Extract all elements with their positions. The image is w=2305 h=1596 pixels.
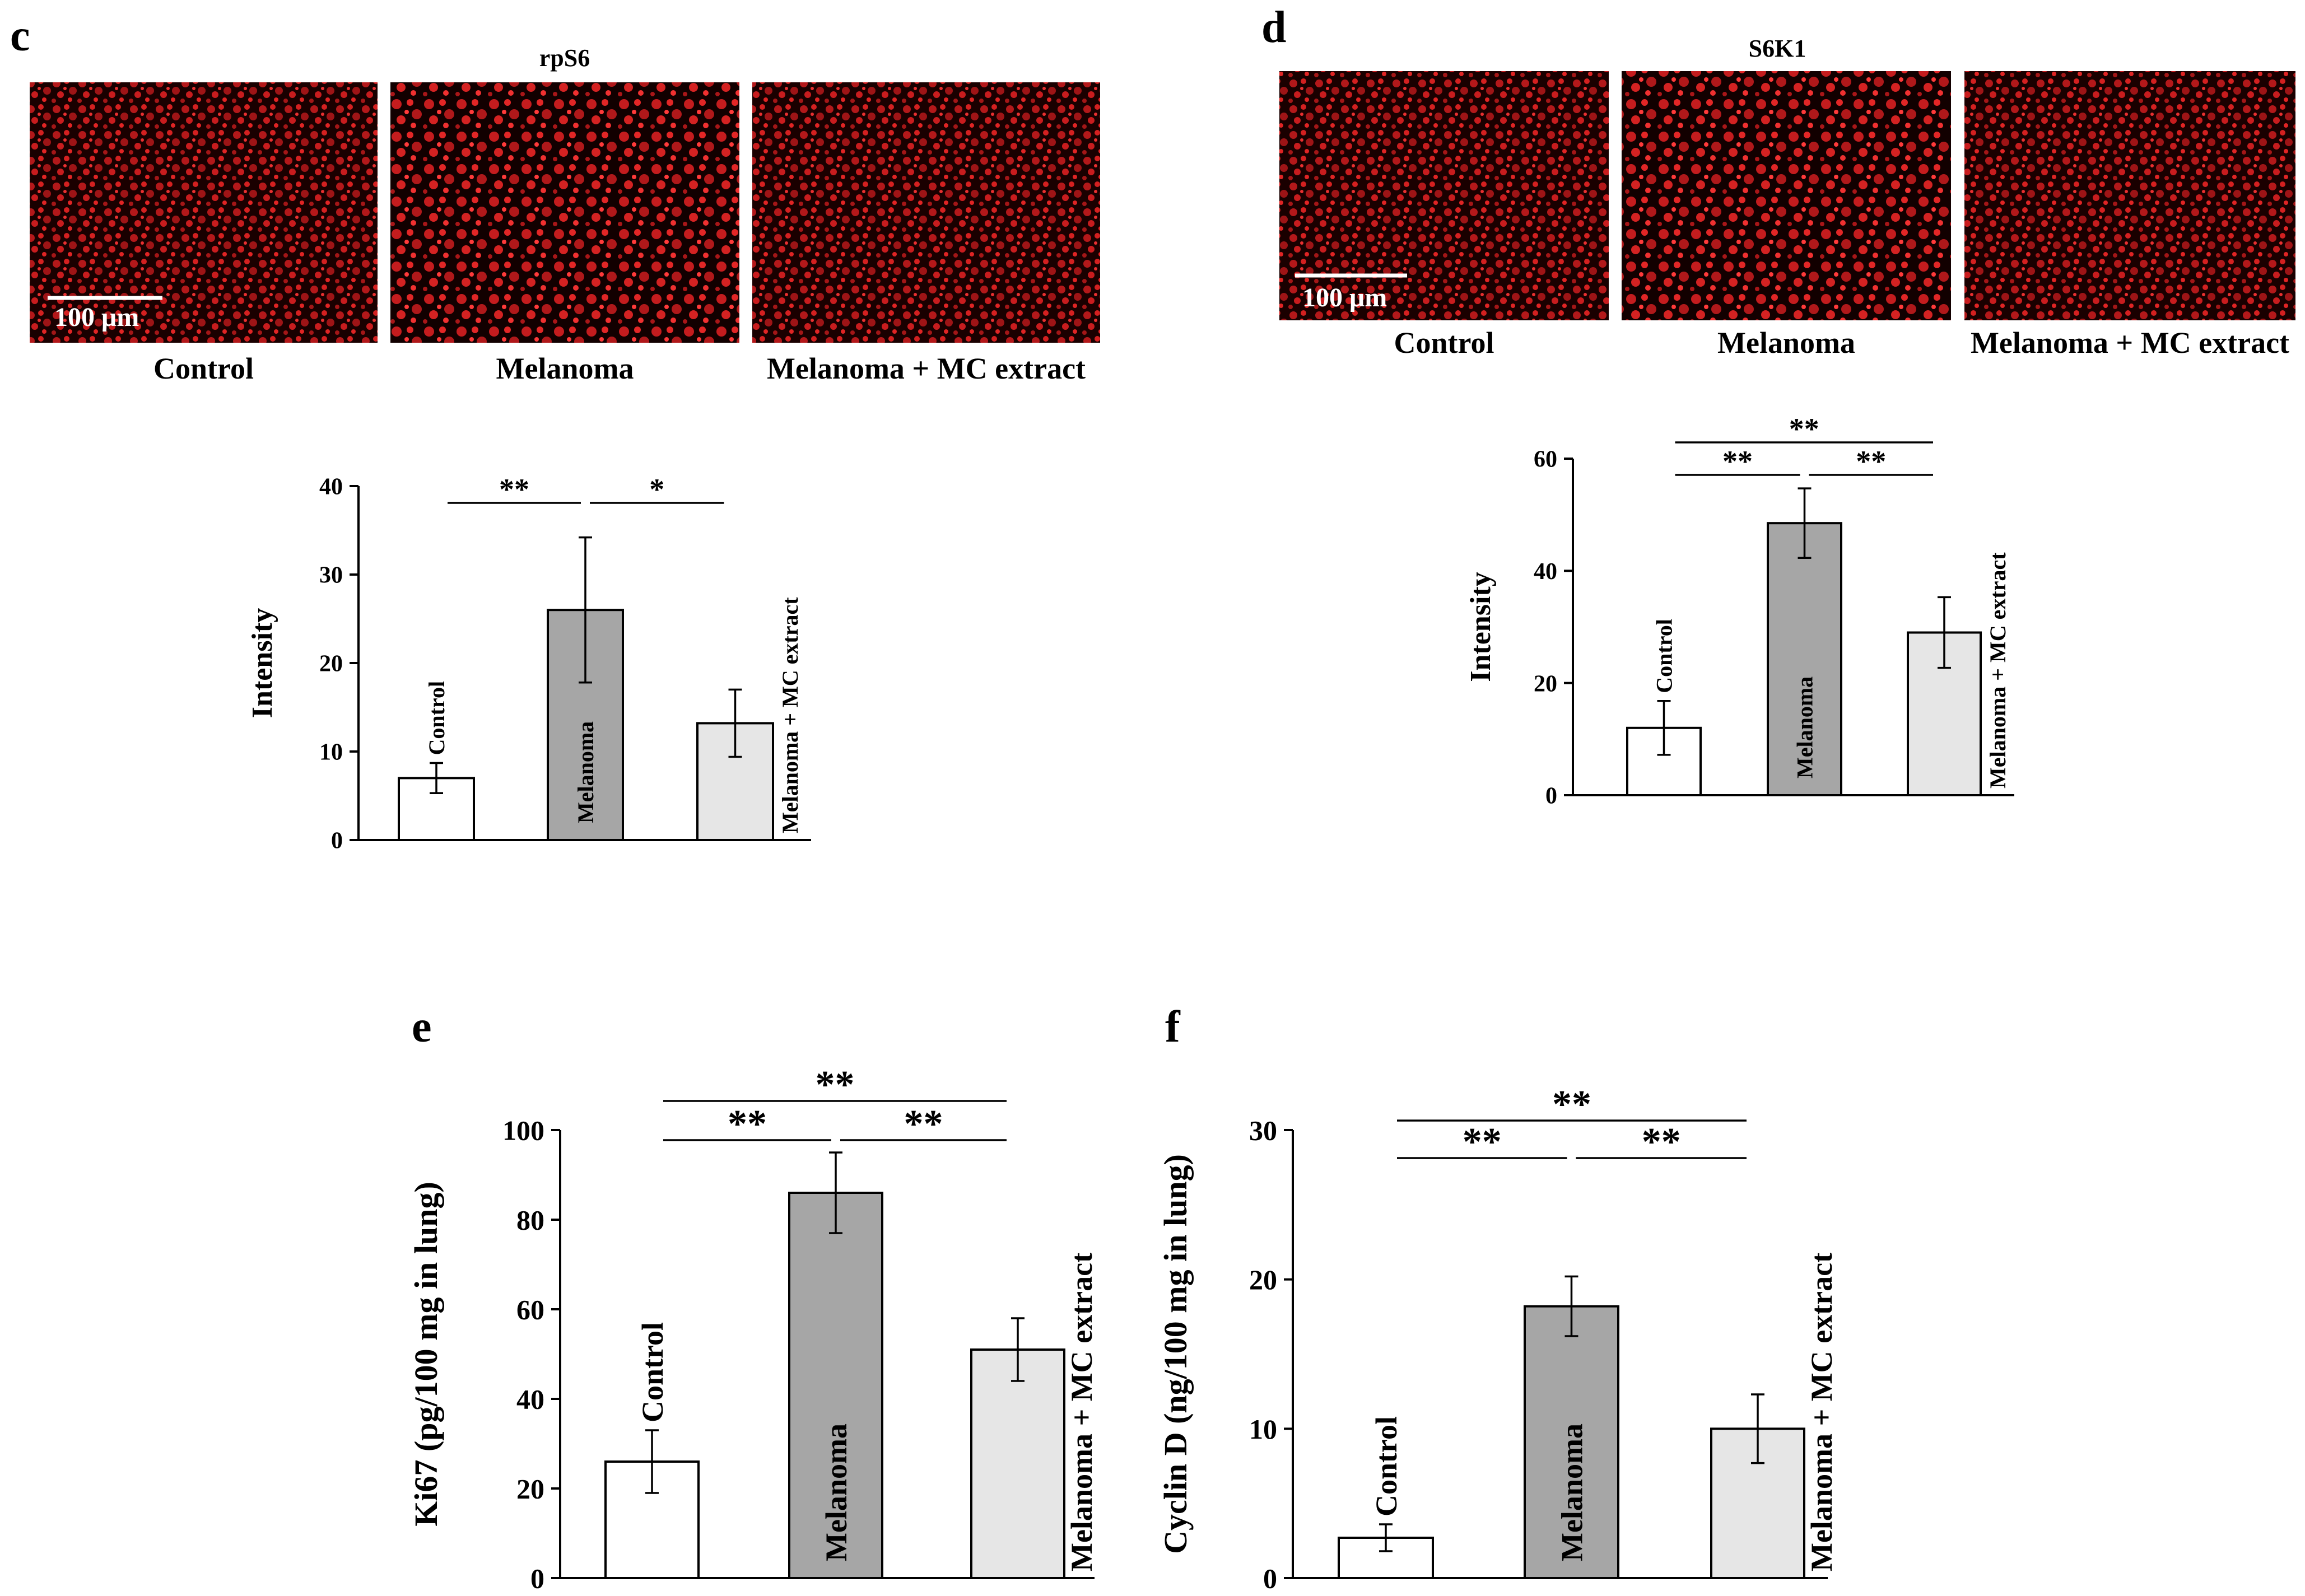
- y-tick-label-f: 20: [1249, 1264, 1277, 1295]
- y-tick-label-c: 20: [319, 651, 343, 677]
- significance-label-c-2: *: [649, 473, 664, 506]
- micrograph-d-2: [1622, 71, 1951, 320]
- y-tick-label-e: 100: [502, 1115, 544, 1146]
- scale-bar-label-c: 100 μm: [54, 302, 139, 332]
- significance-label-c-1: **: [499, 473, 529, 506]
- y-tick-label-c: 30: [319, 563, 343, 589]
- y-axis-label-c: Intensity: [246, 608, 278, 718]
- y-tick-label-f: 30: [1249, 1115, 1277, 1146]
- category-label-f-1: Control: [1370, 1416, 1403, 1516]
- significance-label-f-3: **: [1552, 1083, 1591, 1126]
- y-tick-label-f: 10: [1249, 1413, 1277, 1445]
- significance-label-e-2: **: [904, 1103, 943, 1146]
- panel-c-title: rpS6: [539, 44, 590, 72]
- micrograph-d-caption-1: Control: [1394, 326, 1494, 360]
- category-label-d-2: Melanoma: [1792, 676, 1818, 778]
- micrograph-c-caption-2: Melanoma: [496, 352, 634, 385]
- significance-label-d-2: **: [1856, 445, 1886, 478]
- micrograph-d-1: [1279, 71, 1609, 320]
- panel-c: c rpS6 Control Melanoma Melanoma + MC extrac…: [10, 11, 1100, 854]
- category-label-e-3: Melanoma + MC extract: [1065, 1253, 1098, 1571]
- y-tick-label-e: 60: [516, 1294, 544, 1326]
- category-label-d-3: Melanoma + MC extract: [1985, 552, 2010, 788]
- significance-label-f-1: **: [1463, 1121, 1502, 1164]
- significance-label-d-1: **: [1722, 445, 1753, 478]
- micrograph-c-caption-1: Control: [153, 352, 254, 385]
- bar-f-2: [1524, 1305, 1619, 1580]
- micrograph-c-caption-3: Melanoma + MC extract: [767, 352, 1086, 385]
- y-tick-label-e: 40: [516, 1384, 544, 1415]
- y-axis-label-d: Intensity: [1465, 572, 1497, 682]
- y-tick-label-e: 80: [516, 1205, 544, 1236]
- y-tick-label-c: 40: [319, 474, 343, 500]
- y-axis-label-f: Cyclin D (ng/100 mg in lung): [1157, 1154, 1194, 1554]
- y-tick-label-d: 40: [1534, 559, 1557, 585]
- significance-label-d-3: **: [1789, 412, 1819, 446]
- panel-d-title: S6K1: [1749, 35, 1806, 62]
- y-tick-label-c: 0: [331, 828, 343, 854]
- scale-bar-label-d: 100 μm: [1302, 283, 1387, 312]
- y-tick-label-f: 0: [1263, 1563, 1277, 1594]
- category-label-f-3: Melanoma + MC extract: [1805, 1253, 1838, 1571]
- category-label-c-2: Melanoma: [573, 721, 598, 823]
- category-label-c-1: Control: [424, 681, 449, 755]
- category-label-e-2: Melanoma: [819, 1424, 853, 1561]
- panel-e-letter: e: [412, 1002, 432, 1052]
- micrograph-c-3: [752, 82, 1100, 343]
- panel-d: d S6K1 Control Melanoma Melanoma + MC extrac…: [1261, 3, 2295, 809]
- micrograph-d-caption-2: Melanoma: [1717, 326, 1855, 360]
- significance-label-e-3: **: [816, 1063, 855, 1107]
- category-label-d-1: Control: [1652, 619, 1677, 693]
- bar-e-3: [970, 1348, 1065, 1579]
- bar-e-2: [788, 1192, 883, 1579]
- y-tick-label-d: 0: [1545, 783, 1557, 809]
- significance-label-f-2: **: [1642, 1121, 1681, 1164]
- y-tick-label-e: 20: [516, 1473, 544, 1505]
- micrograph-d-caption-3: Melanoma + MC extract: [1971, 326, 2289, 360]
- panel-d-letter: d: [1261, 3, 1287, 52]
- significance-label-e-1: **: [728, 1103, 767, 1146]
- y-axis-label-e: Ki67 (pg/100 mg in lung): [408, 1182, 444, 1527]
- y-tick-label-c: 10: [319, 740, 343, 766]
- category-label-e-1: Control: [636, 1322, 669, 1422]
- category-label-f-2: Melanoma: [1555, 1424, 1589, 1561]
- y-tick-label-e: 0: [530, 1563, 544, 1594]
- y-tick-label-d: 60: [1534, 447, 1557, 473]
- panel-f: f 0 10 20 30 Cyclin D (ng/100 mg in lung) Cont…: [1157, 1002, 1838, 1594]
- y-tick-label-d: 20: [1534, 671, 1557, 697]
- category-label-c-3: Melanoma + MC extract: [777, 597, 803, 833]
- panel-c-letter: c: [10, 11, 30, 60]
- panel-e: e 0 20 40 60 80 100 Ki67 (pg/100 mg in lung) Con…: [408, 1002, 1098, 1594]
- panel-f-letter: f: [1165, 1002, 1181, 1052]
- micrograph-d-3: [1964, 71, 2295, 320]
- micrograph-c-2: [390, 82, 739, 343]
